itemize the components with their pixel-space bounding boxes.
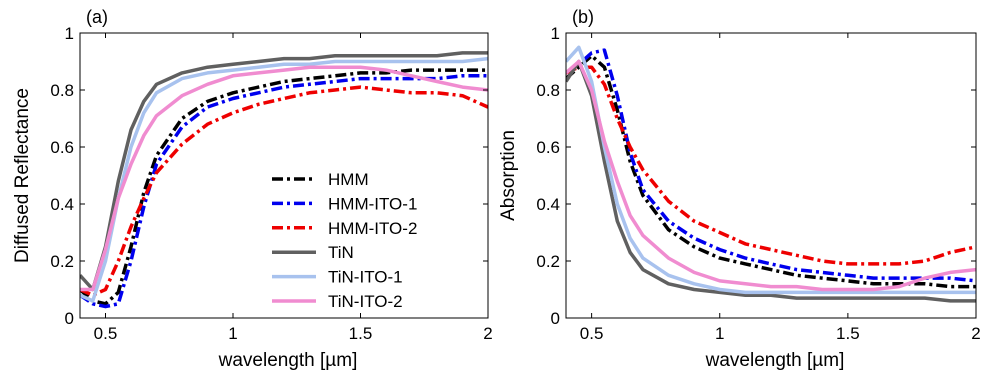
- series-line-tin: [566, 59, 976, 303]
- series-line-hmm-ito-2: [80, 85, 488, 297]
- panel-label: (b): [572, 7, 594, 27]
- x-tick-label: 1: [228, 324, 237, 343]
- y-tick-label: 0: [65, 309, 74, 328]
- x-tick-label: 1: [715, 324, 724, 343]
- x-tick-label: 2: [971, 324, 980, 343]
- y-axis-title: Absorption: [498, 130, 519, 221]
- y-tick-label: 0: [551, 309, 560, 328]
- series-line-tin-ito-1: [80, 56, 488, 303]
- y-tick-label: 1: [65, 24, 74, 43]
- x-tick-label: 1.5: [836, 324, 860, 343]
- y-tick-label: 0.2: [50, 252, 74, 271]
- legend: HMM HMM-ITO-1 HMM-ITO-2 TiN TiN-ITO-1 TiN-ITO…: [272, 170, 417, 311]
- series-line-hmm-ito-2: [566, 65, 976, 266]
- series-lines: [80, 51, 488, 309]
- legend-label-tin-ito-1: TiN-ITO-1: [328, 268, 403, 287]
- series-line-tin-ito-2: [566, 59, 976, 292]
- series-line-tin-ito-2: [80, 65, 488, 292]
- y-tick-label: 0.4: [536, 195, 560, 214]
- y-tick-label: 0.6: [50, 138, 74, 157]
- series-line-tin-ito-1: [566, 45, 976, 295]
- x-tick-label: 0.5: [580, 324, 604, 343]
- legend-label-tin: TiN: [328, 243, 354, 262]
- series-line-hmm-ito-1: [80, 74, 488, 309]
- x-tick-label: 1.5: [349, 324, 373, 343]
- y-axis-title: Diffused Reflectance: [12, 88, 33, 263]
- series-lines: [566, 45, 976, 303]
- plot-frame: [565, 32, 977, 319]
- series-line-hmm: [80, 68, 488, 306]
- y-tick-label: 0.6: [536, 138, 560, 157]
- y-tick-label: 1: [551, 24, 560, 43]
- series-line-tin: [80, 51, 488, 292]
- panel-b: 0.5 1 1.5 2 0 0.2 0.4 0.6 0.8 1 wavelength [µm] Abs…: [498, 7, 981, 371]
- y-tick-label: 0.2: [536, 252, 560, 271]
- y-tick-label: 0.8: [50, 81, 74, 100]
- y-tick-label: 0.4: [50, 195, 74, 214]
- legend-label-hmm: HMM: [328, 170, 369, 189]
- series-line-hmm-ito-1: [566, 48, 976, 283]
- x-axis-title: wavelength [µm]: [218, 350, 358, 371]
- x-axis-title: wavelength [µm]: [705, 350, 845, 371]
- series-line-hmm: [566, 54, 976, 289]
- panel-a: 0.5 1 1.5 2 0 0.2 0.4 0.6 0.8 1 wavelength [µm] Dif…: [12, 7, 493, 371]
- legend-label-hmm-ito-1: HMM-ITO-1: [328, 194, 417, 213]
- legend-label-hmm-ito-2: HMM-ITO-2: [328, 219, 417, 238]
- panel-label: (a): [86, 7, 108, 27]
- legend-label-tin-ito-2: TiN-ITO-2: [328, 292, 403, 311]
- y-tick-label: 0.8: [536, 81, 560, 100]
- plot-frame: [79, 32, 489, 319]
- x-tick-label: 2: [483, 324, 492, 343]
- x-tick-label: 0.5: [94, 324, 118, 343]
